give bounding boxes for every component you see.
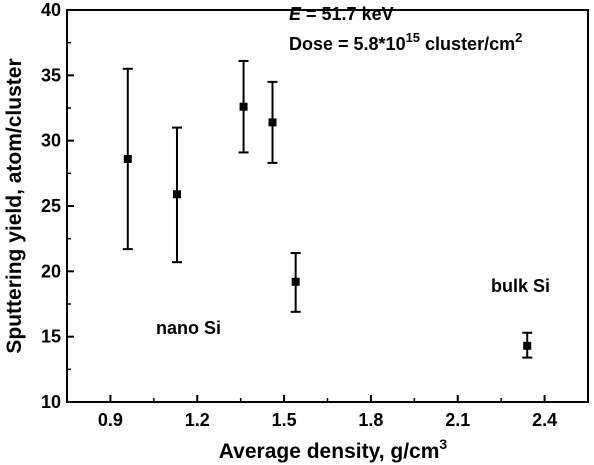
data-point-5: [290, 252, 301, 313]
square-marker: [523, 341, 532, 350]
data-point-2: [171, 126, 182, 264]
square-marker: [268, 118, 277, 127]
y-tick-label: 35: [41, 65, 61, 85]
square-marker: [172, 190, 181, 199]
axes: [66, 9, 589, 403]
y-tick-label: 30: [41, 131, 61, 151]
dose-annotation: Dose = 5.8*1015 cluster/cm2: [289, 30, 522, 54]
energy-annotation: E = 51.7 keV: [289, 4, 394, 24]
x-tick-label: 1.5: [272, 410, 297, 430]
data-point-6: [522, 331, 533, 359]
x-tick-label: 0.9: [98, 410, 123, 430]
square-marker: [239, 102, 248, 111]
y-axis-title: Sputtering yield, atom/cluster: [3, 58, 26, 353]
y-tick-label: 40: [41, 0, 61, 20]
x-tick-label: 1.8: [358, 410, 383, 430]
y-tick-label: 10: [41, 392, 61, 412]
y-tick-label: 15: [41, 327, 61, 347]
y-tick-label: 20: [41, 261, 61, 281]
bulk-si-label: bulk Si: [491, 276, 550, 296]
square-marker: [123, 154, 132, 163]
nano-si-label: nano Si: [156, 318, 221, 338]
x-tick-label: 2.4: [532, 410, 557, 430]
x-axis-title: Average density, g/cm3: [219, 436, 448, 463]
data-point-4: [267, 80, 278, 164]
plot-frame: [66, 9, 589, 403]
x-tick-label: 2.1: [445, 410, 470, 430]
square-marker: [291, 277, 300, 286]
data-point-1: [122, 67, 133, 251]
data-marks: [122, 59, 533, 359]
x-tick-label: 1.2: [185, 410, 210, 430]
ticks: 0.9 1.2 1.5 1.8 2.1 2.4 10 15 20 25 30 35 40: [41, 0, 557, 430]
data-point-3: [238, 59, 249, 154]
y-tick-label: 25: [41, 196, 61, 216]
